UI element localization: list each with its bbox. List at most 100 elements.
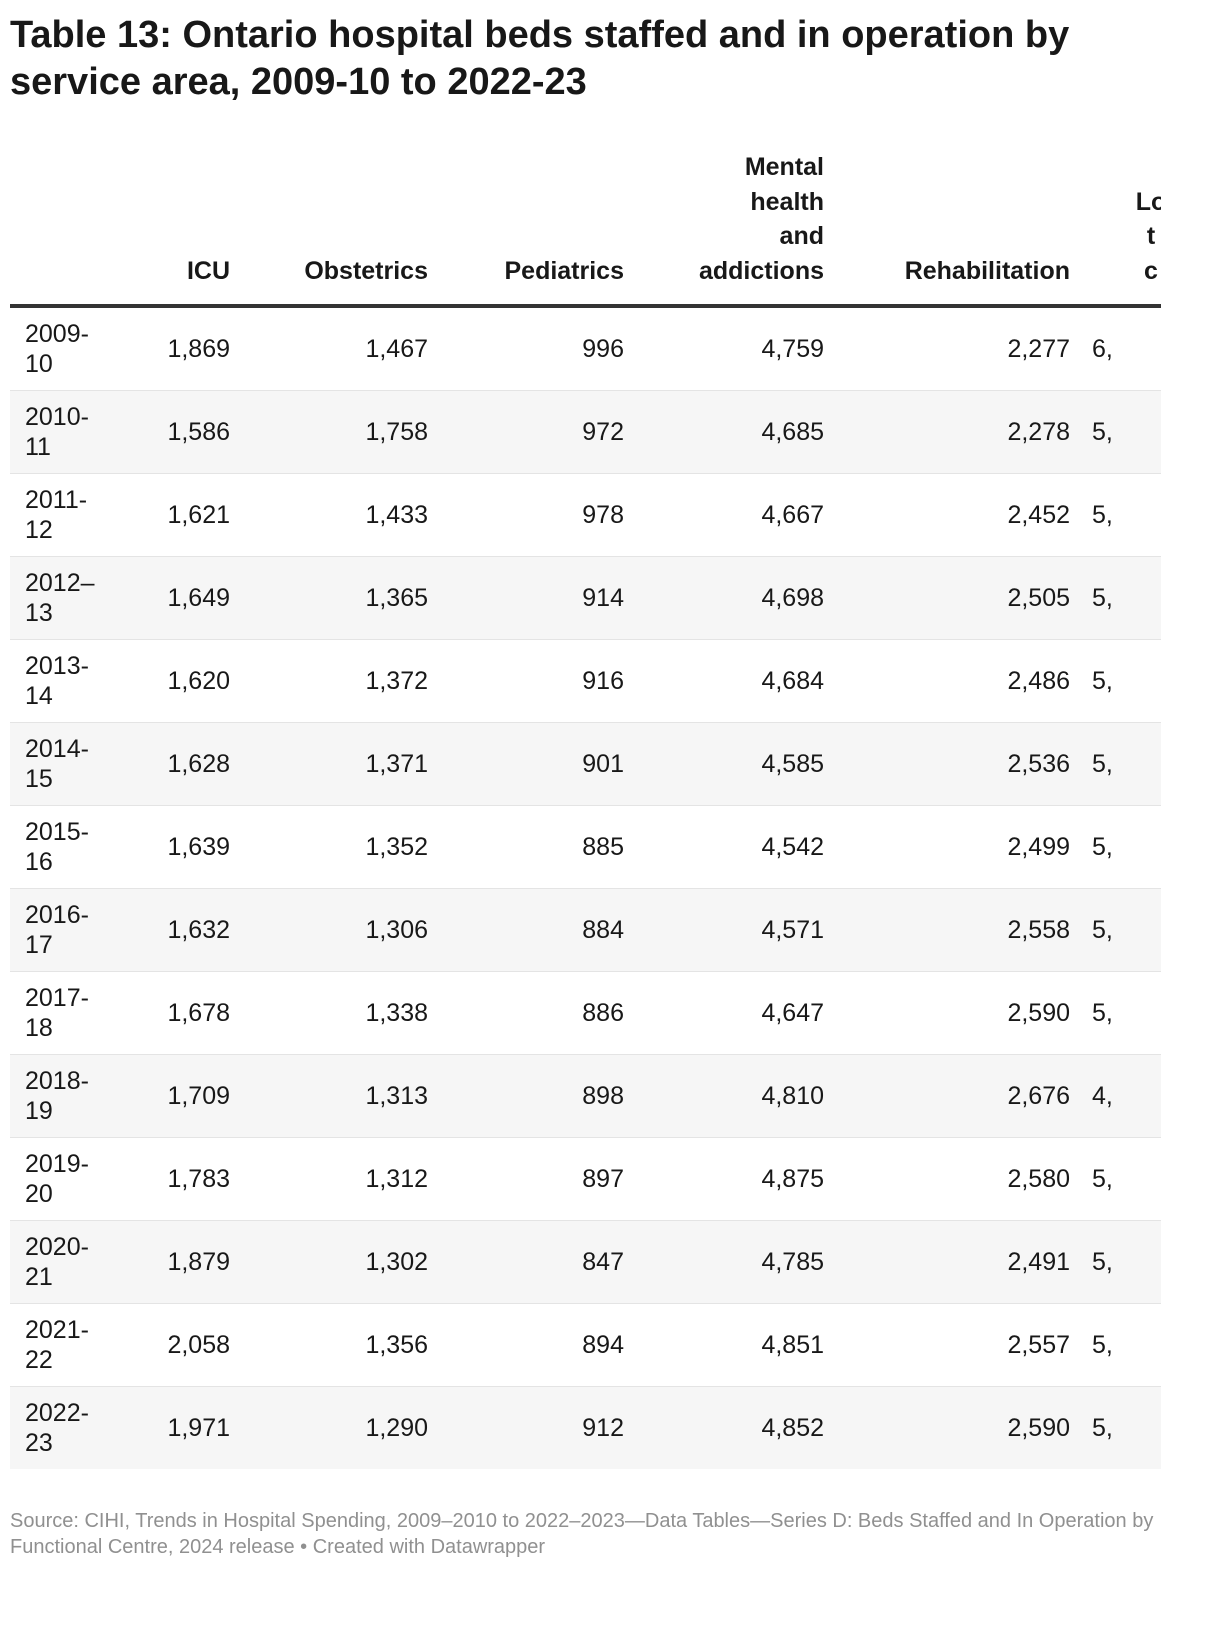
value-cell: 1,338 bbox=[230, 971, 428, 1055]
value-cell: 2,676 bbox=[824, 1054, 1070, 1138]
table-title: Table 13: Ontario hospital beds staffed … bbox=[10, 14, 1070, 103]
value-cell: 894 bbox=[428, 1303, 624, 1387]
column-header[interactable]: ICU bbox=[130, 150, 230, 308]
column-header[interactable]: Pediatrics bbox=[428, 150, 624, 308]
column-header[interactable]: Rehabilitation bbox=[824, 150, 1070, 308]
value-cell: 4,542 bbox=[624, 805, 824, 889]
value-cell: 1,306 bbox=[230, 888, 428, 972]
value-cell: 912 bbox=[428, 1386, 624, 1469]
row-year-cell: 2014- 15 bbox=[10, 722, 130, 806]
value-cell: 2,452 bbox=[824, 473, 1070, 557]
row-year-cell: 2019- 20 bbox=[10, 1137, 130, 1221]
value-cell: 1,879 bbox=[130, 1220, 230, 1304]
value-cell: 1,632 bbox=[130, 888, 230, 972]
value-cell: 5, bbox=[1070, 1220, 1161, 1304]
table-row: 2011- 12 1,621 1,433 978 4,667 2,452 5, bbox=[10, 473, 1161, 557]
value-cell: 972 bbox=[428, 390, 624, 474]
row-year-cell: 2018- 19 bbox=[10, 1054, 130, 1138]
value-cell: 1,639 bbox=[130, 805, 230, 889]
value-cell: 2,277 bbox=[824, 306, 1070, 391]
column-header[interactable]: Obstetrics bbox=[230, 150, 428, 308]
table-row: 2019- 20 1,783 1,312 897 4,875 2,580 5, bbox=[10, 1137, 1161, 1221]
table-row: 2012– 13 1,649 1,365 914 4,698 2,505 5, bbox=[10, 556, 1161, 640]
value-cell: 1,620 bbox=[130, 639, 230, 723]
value-cell: 978 bbox=[428, 473, 624, 557]
column-header[interactable]: Lo t c bbox=[1070, 150, 1161, 308]
value-cell: 916 bbox=[428, 639, 624, 723]
value-cell: 1,586 bbox=[130, 390, 230, 474]
value-cell: 1,290 bbox=[230, 1386, 428, 1469]
value-cell: 898 bbox=[428, 1054, 624, 1138]
value-cell: 1,433 bbox=[230, 473, 428, 557]
value-cell: 1,365 bbox=[230, 556, 428, 640]
value-cell: 2,505 bbox=[824, 556, 1070, 640]
column-header[interactable]: Mental health and addictions bbox=[624, 150, 824, 308]
value-cell: 2,499 bbox=[824, 805, 1070, 889]
value-cell: 886 bbox=[428, 971, 624, 1055]
value-cell: 1,372 bbox=[230, 639, 428, 723]
value-cell: 884 bbox=[428, 888, 624, 972]
value-cell: 1,313 bbox=[230, 1054, 428, 1138]
value-cell: 5, bbox=[1070, 473, 1161, 557]
value-cell: 4,585 bbox=[624, 722, 824, 806]
table-row: 2014- 15 1,628 1,371 901 4,585 2,536 5, bbox=[10, 722, 1161, 806]
table-row: 2010- 11 1,586 1,758 972 4,685 2,278 5, bbox=[10, 390, 1161, 474]
value-cell: 2,590 bbox=[824, 971, 1070, 1055]
value-cell: 6, bbox=[1070, 306, 1161, 391]
value-cell: 5, bbox=[1070, 1137, 1161, 1221]
value-cell: 4,571 bbox=[624, 888, 824, 972]
table-row: 2015- 16 1,639 1,352 885 4,542 2,499 5, bbox=[10, 805, 1161, 889]
row-year-cell: 2009- 10 bbox=[10, 306, 130, 391]
value-cell: 1,649 bbox=[130, 556, 230, 640]
value-cell: 4,667 bbox=[624, 473, 824, 557]
value-cell: 885 bbox=[428, 805, 624, 889]
value-cell: 1,467 bbox=[230, 306, 428, 391]
row-year-cell: 2011- 12 bbox=[10, 473, 130, 557]
value-cell: 2,557 bbox=[824, 1303, 1070, 1387]
value-cell: 1,628 bbox=[130, 722, 230, 806]
row-year-cell: 2022- 23 bbox=[10, 1386, 130, 1469]
value-cell: 5, bbox=[1070, 1303, 1161, 1387]
value-cell: 5, bbox=[1070, 971, 1161, 1055]
value-cell: 4,685 bbox=[624, 390, 824, 474]
value-cell: 5, bbox=[1070, 390, 1161, 474]
table-row: 2022- 23 1,971 1,290 912 4,852 2,590 5, bbox=[10, 1386, 1161, 1469]
value-cell: 4,810 bbox=[624, 1054, 824, 1138]
value-cell: 1,709 bbox=[130, 1054, 230, 1138]
value-cell: 1,783 bbox=[130, 1137, 230, 1221]
row-year-cell: 2010- 11 bbox=[10, 390, 130, 474]
value-cell: 1,371 bbox=[230, 722, 428, 806]
row-year-cell: 2020- 21 bbox=[10, 1220, 130, 1304]
table-row: 2013- 14 1,620 1,372 916 4,684 2,486 5, bbox=[10, 639, 1161, 723]
value-cell: 5, bbox=[1070, 639, 1161, 723]
value-cell: 2,278 bbox=[824, 390, 1070, 474]
value-cell: 1,678 bbox=[130, 971, 230, 1055]
value-cell: 2,058 bbox=[130, 1303, 230, 1387]
value-cell: 2,590 bbox=[824, 1386, 1070, 1469]
value-cell: 5, bbox=[1070, 805, 1161, 889]
row-year-cell: 2016- 17 bbox=[10, 888, 130, 972]
value-cell: 4,759 bbox=[624, 306, 824, 391]
value-cell: 4,698 bbox=[624, 556, 824, 640]
value-cell: 4,852 bbox=[624, 1386, 824, 1469]
value-cell: 1,352 bbox=[230, 805, 428, 889]
value-cell: 4,875 bbox=[624, 1137, 824, 1221]
value-cell: 897 bbox=[428, 1137, 624, 1221]
header-row: ICU Obstetrics Pediatrics Mental health and ad… bbox=[10, 150, 1161, 308]
value-cell: 1,302 bbox=[230, 1220, 428, 1304]
header-year[interactable] bbox=[10, 150, 130, 308]
table-row: 2016- 17 1,632 1,306 884 4,571 2,558 5, bbox=[10, 888, 1161, 972]
table-row: 2021- 22 2,058 1,356 894 4,851 2,557 5, bbox=[10, 1303, 1161, 1387]
row-year-cell: 2017- 18 bbox=[10, 971, 130, 1055]
table-row: 2018- 19 1,709 1,313 898 4,810 2,676 4, bbox=[10, 1054, 1161, 1138]
value-cell: 5, bbox=[1070, 722, 1161, 806]
value-cell: 1,356 bbox=[230, 1303, 428, 1387]
table-row: 2009- 10 1,869 1,467 996 4,759 2,277 6, bbox=[10, 306, 1161, 391]
source-note: Source: CIHI, Trends in Hospital Spendin… bbox=[10, 1510, 1154, 1558]
value-cell: 901 bbox=[428, 722, 624, 806]
value-cell: 2,491 bbox=[824, 1220, 1070, 1304]
value-cell: 2,558 bbox=[824, 888, 1070, 972]
row-year-cell: 2013- 14 bbox=[10, 639, 130, 723]
value-cell: 1,312 bbox=[230, 1137, 428, 1221]
value-cell: 2,536 bbox=[824, 722, 1070, 806]
